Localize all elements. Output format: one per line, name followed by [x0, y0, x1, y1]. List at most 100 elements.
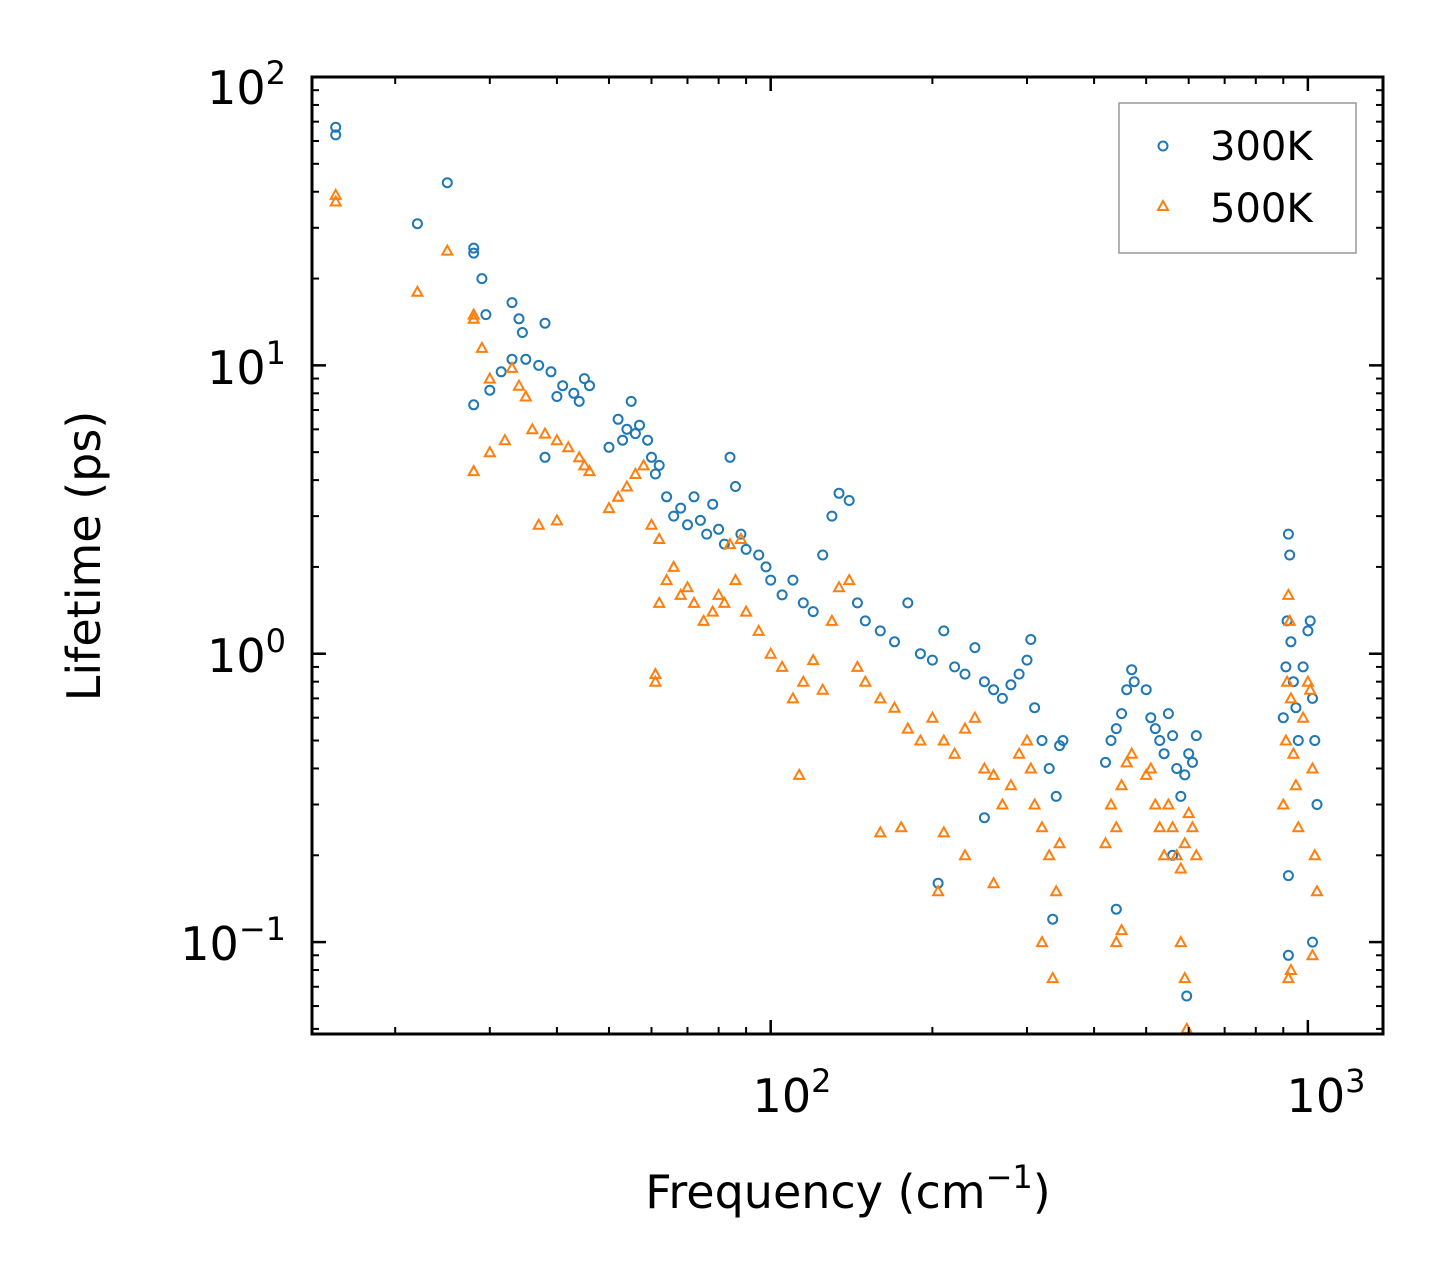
point-500k-95 — [1114, 923, 1129, 936]
point-300k-98 — [1145, 712, 1157, 724]
legend-marker-300k — [1157, 140, 1169, 152]
point-300k-100 — [1154, 735, 1166, 746]
legend-label-300k: 300K — [1210, 124, 1314, 170]
point-300k-91 — [1110, 723, 1122, 735]
point-300k-112 — [1277, 712, 1289, 724]
point-500k-60 — [887, 700, 902, 713]
point-500k-20 — [582, 464, 597, 477]
major-ticks — [312, 75, 1383, 1034]
point-500k-47 — [764, 646, 778, 659]
point-300k-7 — [480, 309, 492, 321]
point-500k-117 — [1284, 691, 1298, 704]
point-500k-35 — [674, 587, 688, 600]
point-500k-129 — [1305, 948, 1320, 961]
point-500k-43 — [728, 573, 743, 586]
y-tick-label-1: 100 — [207, 622, 286, 683]
point-500k-42 — [723, 537, 737, 550]
point-500k-28 — [644, 517, 659, 530]
point-300k-116 — [1284, 549, 1296, 561]
point-500k-45 — [739, 604, 753, 617]
point-500k-6 — [475, 340, 489, 353]
point-500k-74 — [1024, 761, 1038, 774]
point-500k-50 — [792, 767, 806, 780]
point-500k-96 — [1139, 767, 1153, 780]
point-500k-64 — [937, 733, 951, 746]
point-500k-70 — [995, 797, 1010, 810]
point-300k-70 — [949, 661, 961, 673]
point-500k-32 — [652, 595, 666, 608]
point-500k-36 — [680, 580, 695, 593]
point-300k-92 — [1116, 708, 1128, 720]
point-500k-127 — [1281, 971, 1296, 984]
point-500k-84 — [931, 884, 945, 897]
point-500k-5 — [467, 311, 481, 324]
point-500k-120 — [1291, 820, 1305, 833]
point-300k-28 — [617, 434, 629, 446]
point-500k-107 — [1185, 820, 1200, 833]
point-500k-17 — [561, 440, 575, 453]
point-300k-2 — [411, 218, 423, 230]
point-300k-36 — [653, 459, 665, 471]
point-300k-85 — [1057, 735, 1069, 746]
point-500k-59 — [873, 691, 887, 704]
point-300k-59 — [826, 510, 838, 522]
point-500k-10 — [498, 433, 512, 446]
legend-box — [1118, 102, 1357, 254]
point-500k-29 — [652, 531, 666, 544]
point-300k-72 — [969, 642, 981, 654]
point-500k-123 — [1303, 682, 1317, 695]
point-500k-2 — [410, 284, 425, 297]
point-500k-69 — [986, 767, 1001, 780]
point-500k-93 — [1125, 746, 1139, 759]
point-300k-66 — [902, 597, 914, 609]
point-500k-94 — [1109, 935, 1123, 948]
point-300k-43 — [701, 528, 713, 540]
point-300k-6 — [476, 273, 488, 285]
point-300k-58 — [817, 549, 829, 561]
point-300k-106 — [1179, 769, 1191, 781]
point-300k-68 — [926, 654, 938, 666]
point-300k-55 — [787, 574, 799, 586]
point-500k-108 — [1189, 848, 1203, 861]
point-300k-34 — [646, 451, 657, 463]
x-axis-title: Frequency (cm−1) — [645, 1158, 1050, 1219]
point-300k-96 — [1110, 903, 1122, 915]
point-300k-86 — [1047, 913, 1059, 925]
point-300k-71 — [959, 668, 971, 680]
point-300k-67 — [914, 648, 926, 660]
point-300k-40 — [682, 519, 693, 531]
point-300k-63 — [859, 615, 871, 627]
point-500k-38 — [696, 613, 711, 626]
point-300k-41 — [688, 491, 700, 503]
scatter-points — [329, 121, 1324, 1034]
point-500k-56 — [842, 573, 856, 586]
point-500k-119 — [1289, 778, 1303, 791]
plot-frame — [310, 75, 1385, 1036]
point-500k-18 — [572, 450, 586, 463]
y-axis-title: Lifetime (ps) — [57, 411, 111, 702]
point-300k-3 — [441, 177, 453, 189]
point-500k-54 — [825, 613, 839, 626]
point-300k-35 — [649, 468, 661, 480]
point-300k-105 — [1175, 790, 1187, 802]
point-300k-62 — [851, 597, 863, 609]
point-300k-76 — [1005, 679, 1017, 691]
point-500k-75 — [1027, 797, 1042, 810]
point-500k-15 — [538, 426, 552, 439]
point-500k-89 — [1104, 797, 1118, 810]
point-500k-24 — [611, 489, 625, 502]
point-300k-117 — [1285, 636, 1297, 648]
point-300k-13 — [539, 317, 551, 329]
point-500k-27 — [636, 458, 651, 471]
point-500k-82 — [873, 825, 887, 838]
point-500k-114 — [1280, 674, 1294, 687]
point-500k-34 — [667, 559, 681, 572]
point-500k-116 — [1283, 613, 1297, 626]
point-500k-7 — [483, 371, 497, 384]
point-300k-113 — [1280, 661, 1292, 673]
point-500k-118 — [1286, 746, 1301, 759]
point-500k-61 — [901, 721, 915, 734]
point-300k-123 — [1304, 615, 1316, 627]
point-300k-95 — [1128, 676, 1140, 688]
point-300k-81 — [1036, 735, 1048, 746]
